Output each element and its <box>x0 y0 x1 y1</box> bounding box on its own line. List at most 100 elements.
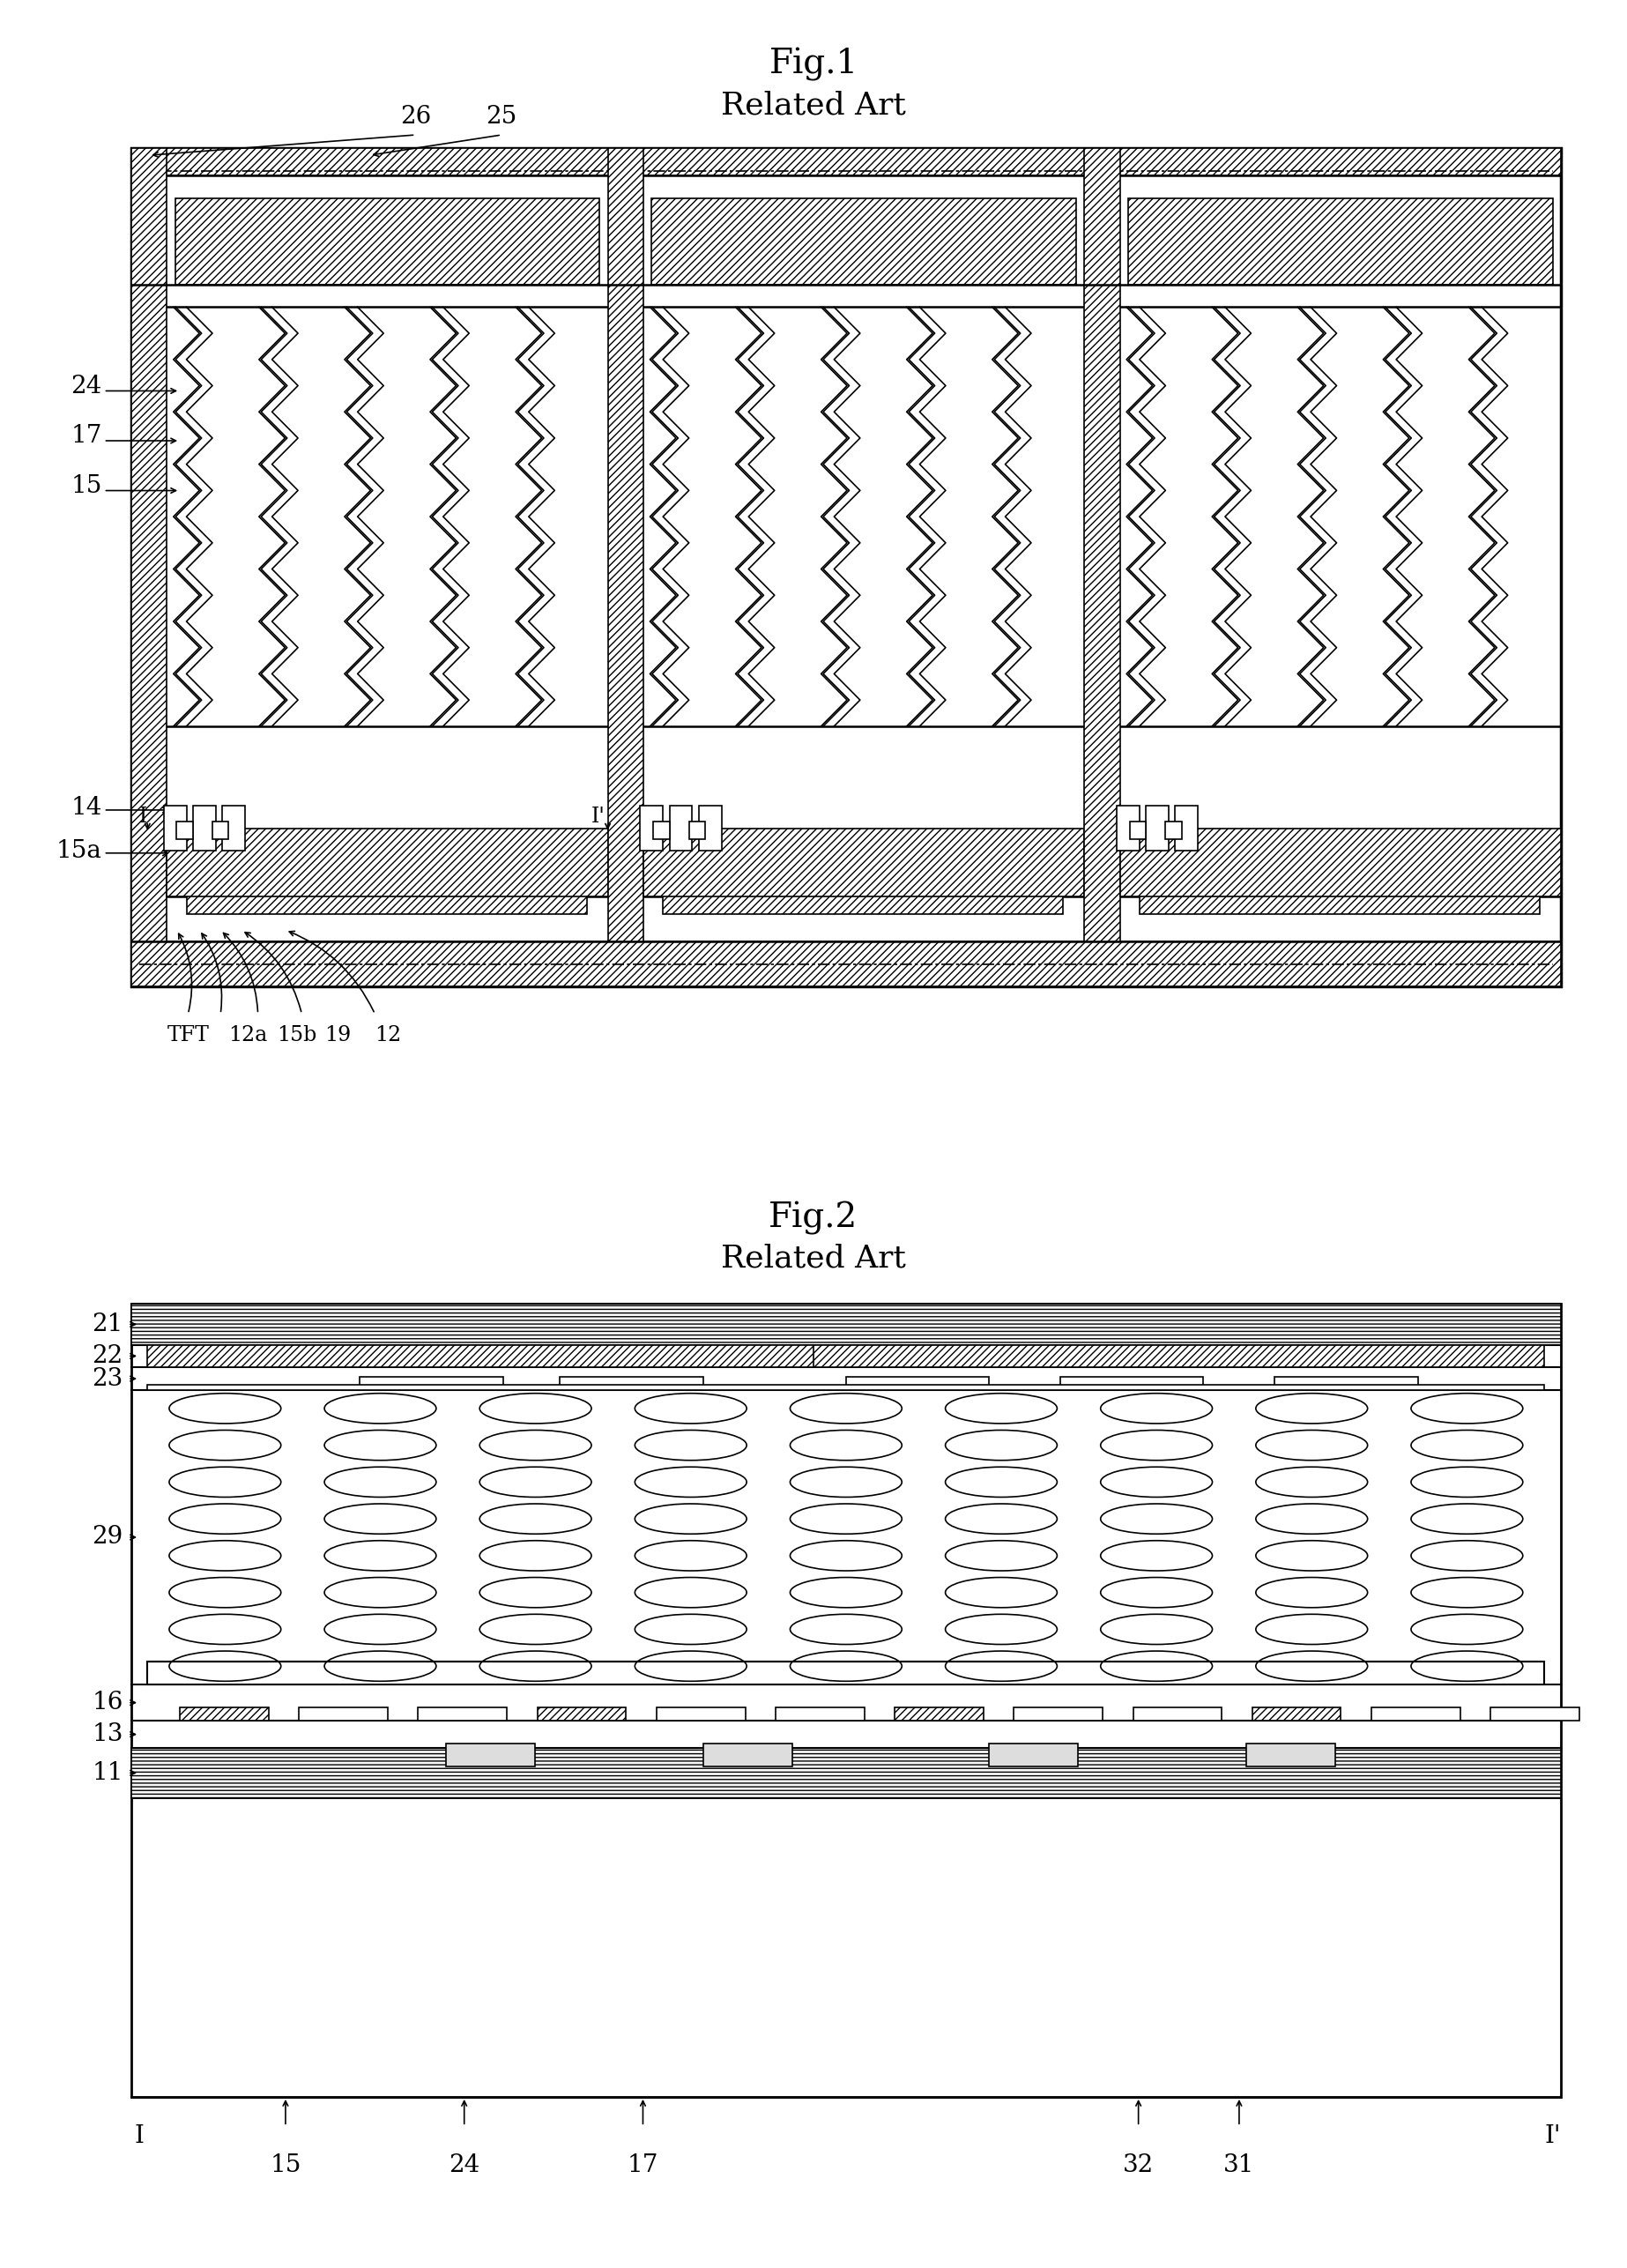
Bar <box>643 828 1084 896</box>
Bar <box>194 805 216 850</box>
Bar <box>148 1662 1544 1685</box>
Bar <box>560 1377 703 1390</box>
Text: 16: 16 <box>91 1690 124 1715</box>
Bar <box>1175 805 1197 850</box>
Text: 17: 17 <box>628 2155 659 2177</box>
Bar <box>176 197 600 284</box>
Bar <box>846 1377 989 1390</box>
Bar <box>132 1749 1560 1799</box>
Bar <box>132 1304 1560 2098</box>
Text: I: I <box>135 2125 145 2148</box>
Text: Related Art: Related Art <box>721 1243 906 1275</box>
Bar <box>895 1708 984 1721</box>
Bar <box>1014 1708 1103 1721</box>
Text: 11: 11 <box>91 1760 124 1785</box>
Text: 12: 12 <box>374 1025 402 1046</box>
Text: 32: 32 <box>1123 2155 1154 2177</box>
Bar <box>1128 197 1552 284</box>
Bar <box>187 835 587 914</box>
Bar <box>132 147 1560 175</box>
Bar <box>639 805 662 850</box>
Bar <box>418 1708 508 1721</box>
Bar <box>651 197 1075 284</box>
Bar <box>132 147 1560 987</box>
Bar <box>1253 1708 1341 1721</box>
Text: 15: 15 <box>270 2155 301 2177</box>
Bar <box>1490 1708 1580 1721</box>
Bar <box>656 1708 745 1721</box>
Text: 13: 13 <box>91 1721 124 1746</box>
Text: 15a: 15a <box>57 839 103 862</box>
Bar <box>1139 835 1539 914</box>
Bar <box>643 828 1084 896</box>
Text: 17: 17 <box>70 424 103 449</box>
Bar <box>168 828 608 896</box>
Bar <box>177 821 194 839</box>
Bar <box>698 805 721 850</box>
Bar <box>652 821 669 839</box>
Bar <box>989 1744 1079 1767</box>
Bar <box>168 828 608 896</box>
Text: Fig.2: Fig.2 <box>770 1202 857 1234</box>
Bar <box>1276 1377 1417 1390</box>
Bar <box>132 941 1560 987</box>
Bar <box>132 1304 1560 1345</box>
Bar <box>1132 1708 1222 1721</box>
Bar <box>1129 821 1145 839</box>
Text: 21: 21 <box>91 1313 124 1336</box>
Bar <box>148 1345 879 1368</box>
Bar <box>1372 1708 1459 1721</box>
Bar <box>1119 828 1560 896</box>
Text: 15b: 15b <box>277 1025 317 1046</box>
Bar <box>132 1749 1560 1799</box>
Bar <box>651 197 1075 284</box>
Bar <box>164 805 187 850</box>
Bar <box>132 1304 1560 1345</box>
Bar <box>1246 1744 1336 1767</box>
Bar <box>814 1345 1544 1368</box>
Bar <box>132 147 168 941</box>
Bar <box>688 821 704 839</box>
Bar <box>608 147 643 941</box>
Bar <box>703 1744 792 1767</box>
Text: 29: 29 <box>93 1526 124 1549</box>
Text: 12a: 12a <box>229 1025 268 1046</box>
Text: 14: 14 <box>70 796 103 819</box>
Text: 23: 23 <box>93 1368 124 1390</box>
Bar <box>669 805 691 850</box>
Text: 25: 25 <box>486 104 517 129</box>
Bar <box>1253 1708 1341 1721</box>
Text: Fig.1: Fig.1 <box>770 48 857 82</box>
Bar <box>181 1708 268 1721</box>
Text: TFT: TFT <box>168 1025 210 1046</box>
Bar <box>1145 805 1168 850</box>
Text: 19: 19 <box>324 1025 351 1046</box>
Bar <box>213 821 229 839</box>
Bar <box>148 1345 879 1368</box>
Bar <box>299 1708 387 1721</box>
Bar <box>176 197 600 284</box>
Text: 24: 24 <box>72 374 103 399</box>
Bar <box>446 1744 535 1767</box>
Bar <box>1084 147 1119 941</box>
Bar <box>537 1708 626 1721</box>
Bar <box>132 147 1560 175</box>
Text: 26: 26 <box>400 104 431 129</box>
Text: 24: 24 <box>449 2155 480 2177</box>
Text: I': I' <box>592 807 605 828</box>
Bar <box>187 835 587 914</box>
Text: 31: 31 <box>1224 2155 1254 2177</box>
Bar <box>181 1708 268 1721</box>
Bar <box>360 1377 503 1390</box>
Bar <box>1139 835 1539 914</box>
Bar <box>1128 197 1552 284</box>
Bar <box>223 805 246 850</box>
Bar <box>132 147 168 941</box>
Bar <box>776 1708 864 1721</box>
Bar <box>1165 821 1181 839</box>
Bar <box>1119 828 1560 896</box>
Bar <box>608 147 643 941</box>
Bar <box>1116 805 1139 850</box>
Bar <box>662 835 1062 914</box>
Bar <box>148 1383 1544 1390</box>
